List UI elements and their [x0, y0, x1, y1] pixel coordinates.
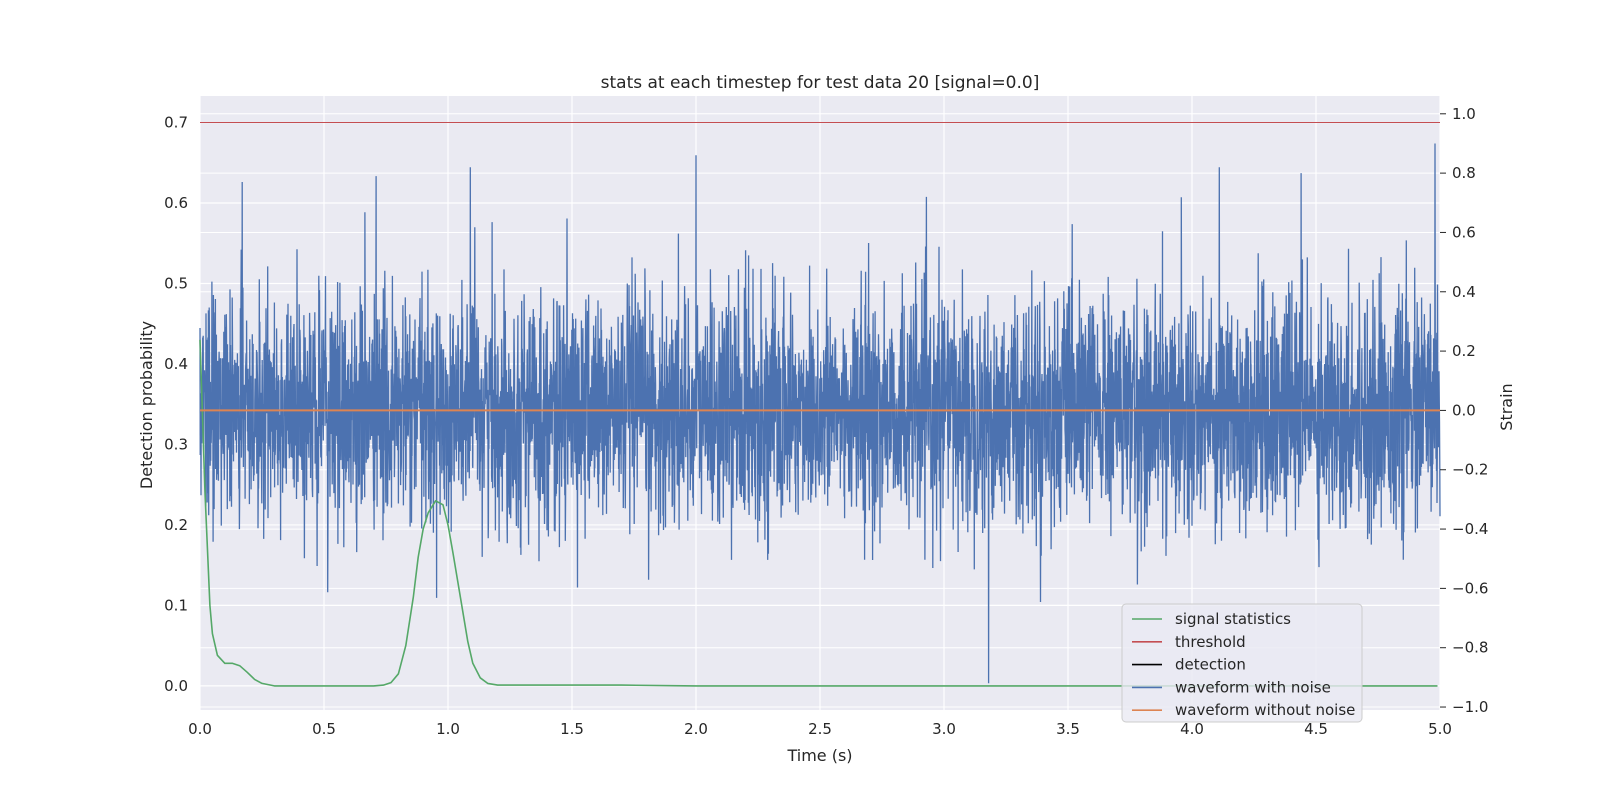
y-left-tick-label: 0.6: [164, 194, 188, 212]
y-left-tick-label: 0.0: [164, 677, 188, 695]
series-layer: [199, 122, 1441, 687]
signal-statistics-line: [199, 339, 1438, 687]
y-left-tick-label: 0.5: [164, 274, 188, 292]
y-axis-right-label: Strain: [1497, 383, 1516, 430]
y-right-tick-label: 0.0: [1452, 401, 1476, 419]
x-tick-label: 3.0: [932, 720, 956, 738]
x-tick-label: 4.0: [1180, 720, 1204, 738]
x-tick-label: 0.0: [188, 720, 212, 738]
legend-label: threshold: [1175, 633, 1246, 651]
y-right-tick-label: 0.8: [1452, 164, 1476, 182]
y-left-tick-label: 0.2: [164, 516, 188, 534]
y-axis-left-label: Detection probability: [137, 321, 156, 489]
y-right-tick-label: −0.4: [1452, 520, 1488, 538]
y-left-tick-label: 0.3: [164, 435, 188, 453]
x-tick-label: 1.5: [560, 720, 584, 738]
legend-box: [1121, 603, 1363, 723]
ticks: 0.0 0.5 1.0 1.5 2.0 2.5 3.0 3.5 4.0 4.5 5.0 0.0 0.1 0…: [164, 105, 1488, 738]
x-tick-label: 3.5: [1056, 720, 1080, 738]
y-right-tick-label: 1.0: [1452, 105, 1476, 123]
legend-label: detection: [1175, 656, 1246, 674]
legend: signal statistics threshold detection wavef…: [1121, 603, 1363, 723]
legend-label: signal statistics: [1175, 610, 1291, 628]
y-right-tick-label: 0.4: [1452, 283, 1476, 301]
y-right-tick-label: 0.6: [1452, 223, 1476, 241]
x-tick-label: 4.5: [1304, 720, 1328, 738]
y-right-tick-label: −0.8: [1452, 639, 1488, 657]
y-right-tick-label: −0.2: [1452, 461, 1488, 479]
y-left-tick-label: 0.1: [164, 596, 188, 614]
legend-label: waveform without noise: [1175, 701, 1355, 719]
x-tick-label: 0.5: [312, 720, 336, 738]
x-tick-label: 1.0: [436, 720, 460, 738]
x-tick-label: 5.0: [1428, 720, 1452, 738]
y-left-tick-label: 0.7: [164, 114, 188, 132]
chart-title: stats at each timestep for test data 20 …: [601, 73, 1040, 93]
legend-label: waveform with noise: [1175, 678, 1331, 696]
y-right-tick-label: −1.0: [1452, 698, 1488, 716]
x-tick-label: 2.5: [808, 720, 832, 738]
y-right-tick-label: 0.2: [1452, 342, 1476, 360]
y-right-tick-label: −0.6: [1452, 579, 1488, 597]
y-left-tick-label: 0.4: [164, 355, 188, 373]
x-axis-label: Time (s): [786, 746, 852, 765]
x-tick-label: 2.0: [684, 720, 708, 738]
